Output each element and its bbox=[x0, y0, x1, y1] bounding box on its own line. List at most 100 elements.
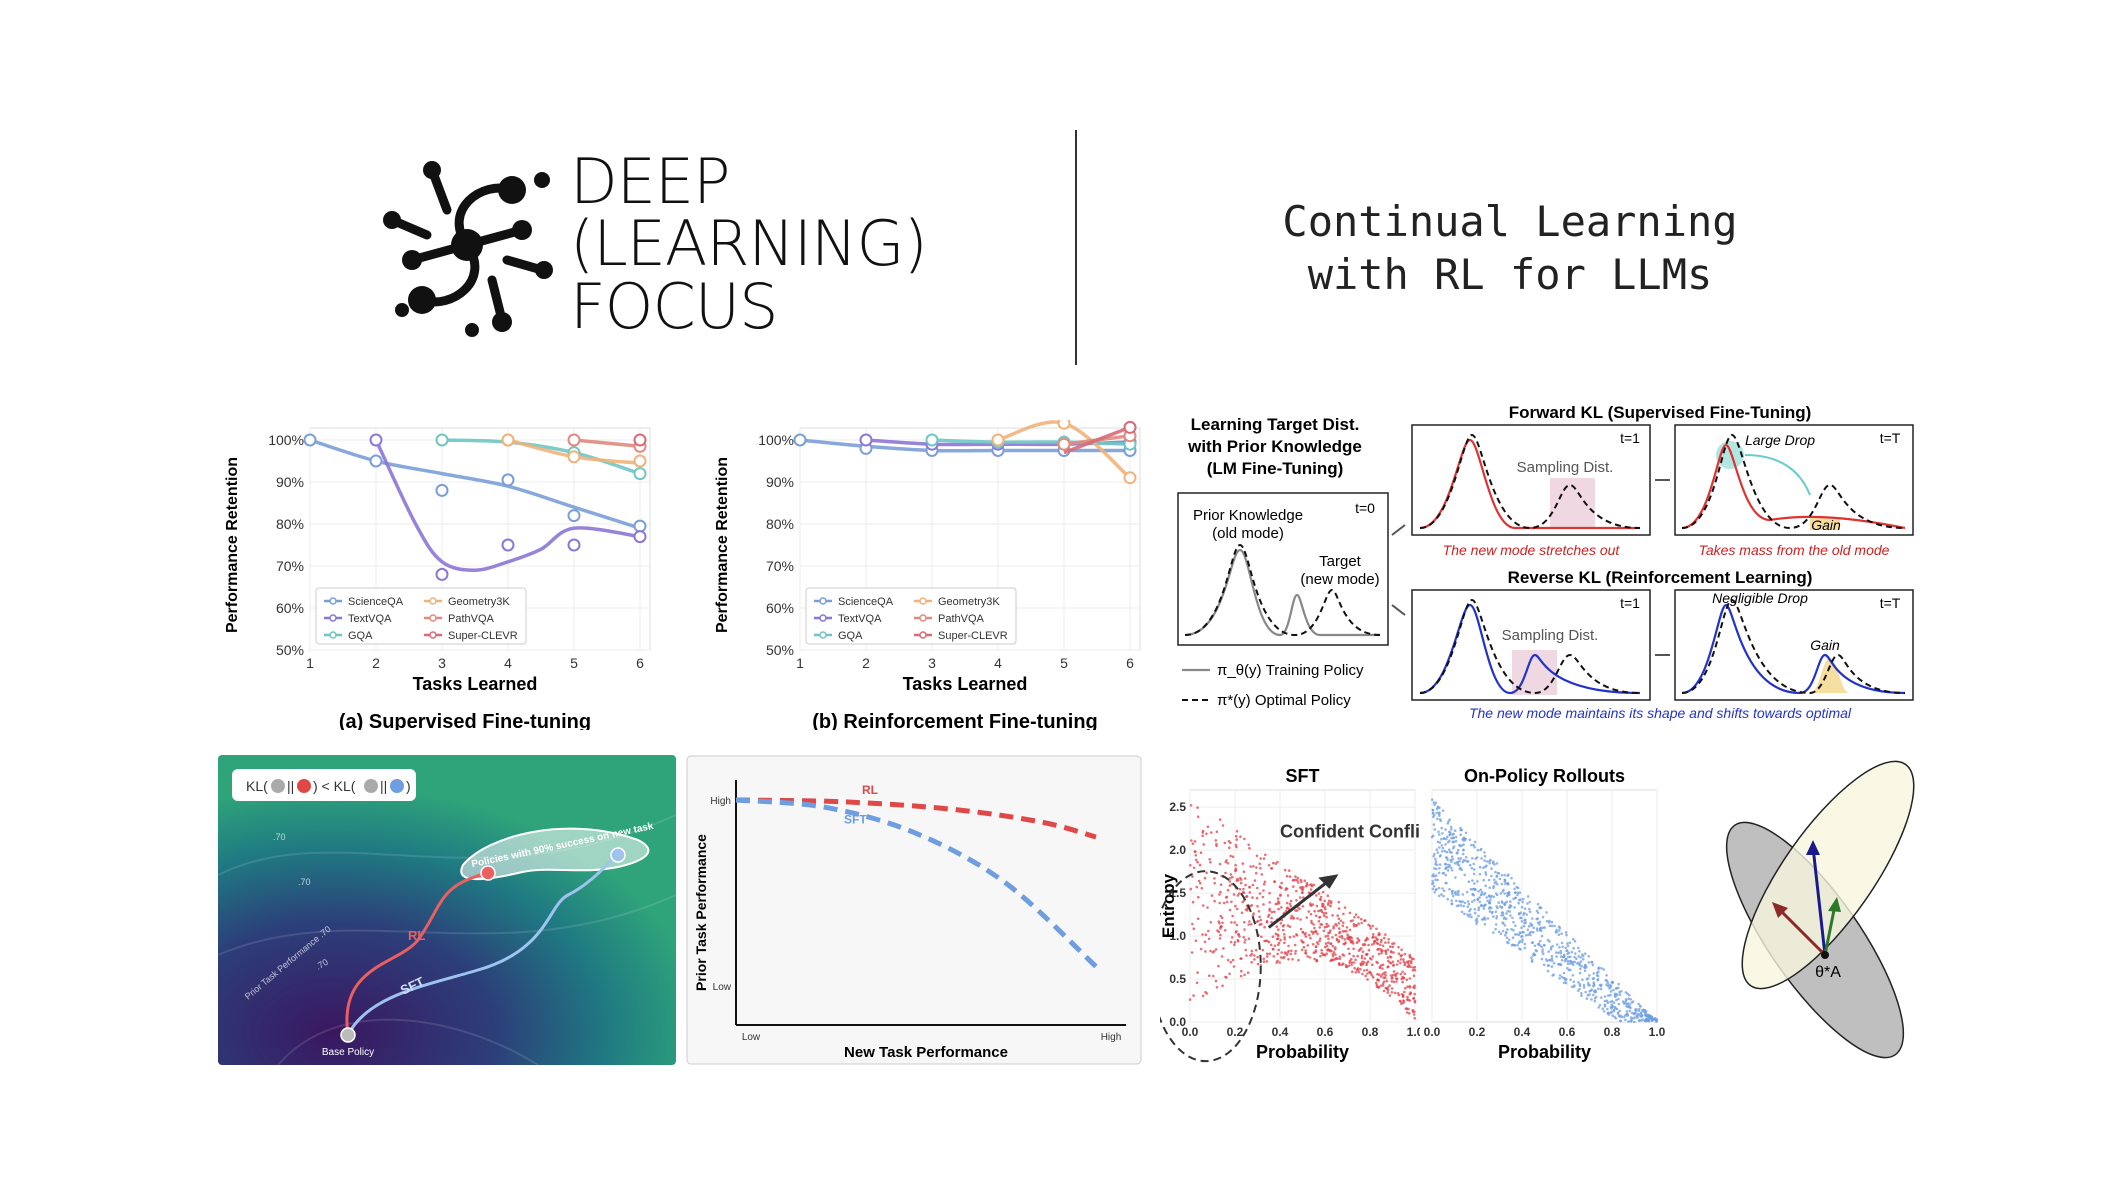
forward-sampling-label: Sampling Dist. bbox=[1517, 459, 1614, 476]
scatter-point bbox=[1488, 894, 1491, 898]
scatter-point bbox=[1479, 888, 1483, 892]
scatter-point bbox=[1484, 871, 1487, 874]
scatter-point bbox=[1573, 984, 1576, 987]
legend-label: ScienceQA bbox=[348, 596, 404, 608]
scatter-point bbox=[1592, 972, 1595, 975]
scatter-point bbox=[1389, 974, 1393, 977]
scatter-point bbox=[1321, 905, 1325, 908]
scatter-point bbox=[1438, 814, 1441, 817]
scatter-point bbox=[1518, 940, 1522, 943]
data-point-textvqa bbox=[501, 538, 515, 552]
scatter-point bbox=[1578, 950, 1581, 953]
scatter-point bbox=[1566, 967, 1569, 970]
scatter-point bbox=[1600, 996, 1603, 999]
data-point-geometry3k bbox=[633, 454, 647, 468]
scatter-point bbox=[1555, 943, 1559, 946]
scatter-point bbox=[1578, 971, 1582, 975]
scatter-point bbox=[1322, 929, 1326, 933]
scatter-point bbox=[1566, 942, 1569, 945]
scatter-point bbox=[1399, 972, 1403, 976]
scatter-point bbox=[1347, 947, 1350, 951]
scatter-point bbox=[1276, 943, 1280, 947]
scatter-point bbox=[1339, 919, 1343, 922]
scatter-point bbox=[1562, 971, 1566, 975]
scatter-point bbox=[1352, 922, 1356, 926]
legend-marker bbox=[329, 631, 337, 639]
scatter-point bbox=[1381, 967, 1384, 970]
scatter-point bbox=[1343, 906, 1347, 909]
scatter-point bbox=[1409, 991, 1412, 994]
legend-marker bbox=[819, 597, 827, 605]
scatter-point bbox=[1244, 938, 1247, 942]
scatter-point bbox=[1258, 923, 1262, 926]
landscape-bg bbox=[218, 755, 676, 1065]
data-point-scienceqa bbox=[435, 483, 449, 497]
scatter-point bbox=[1520, 940, 1524, 944]
scatter-point bbox=[1433, 867, 1436, 870]
y-tick-label: 80% bbox=[766, 516, 794, 532]
data-point-geometry3k bbox=[501, 433, 515, 447]
scatter-point bbox=[1639, 1005, 1642, 1008]
scatter-point bbox=[1337, 900, 1341, 904]
scatter-point bbox=[1314, 914, 1318, 918]
scatter-point bbox=[1366, 972, 1369, 975]
scatter-point bbox=[1455, 904, 1459, 908]
scatter-point bbox=[1309, 912, 1313, 916]
scatter-point bbox=[1310, 919, 1313, 923]
scatter-point bbox=[1256, 955, 1259, 959]
scatter-point bbox=[1566, 944, 1570, 948]
scatter-point bbox=[1407, 963, 1411, 967]
scatter-point bbox=[1597, 1006, 1600, 1009]
scatter-point bbox=[1628, 1009, 1631, 1013]
scatter-point bbox=[1490, 874, 1493, 878]
scatter-point bbox=[1432, 875, 1436, 878]
scatter-point bbox=[1340, 934, 1344, 938]
y-tick-label: 90% bbox=[766, 474, 794, 490]
scatter-point bbox=[1243, 920, 1246, 924]
scatter-point bbox=[1206, 906, 1209, 909]
scatter-point bbox=[1201, 834, 1204, 838]
scatter-point bbox=[1350, 961, 1354, 964]
y-tick-label: 80% bbox=[276, 516, 304, 532]
scatter-point bbox=[1507, 938, 1511, 942]
scatter-point bbox=[1510, 927, 1513, 931]
scatter-point bbox=[1346, 933, 1349, 937]
scatter-point bbox=[1459, 828, 1462, 832]
scatter-point bbox=[1461, 852, 1465, 856]
scatter-point bbox=[1538, 923, 1541, 926]
scatter-point bbox=[1438, 867, 1441, 870]
reverse-gain-region bbox=[1810, 658, 1850, 693]
scatter-point bbox=[1519, 911, 1522, 914]
x-tick-label: 0.0 bbox=[1182, 1025, 1199, 1039]
scatter-point bbox=[1478, 872, 1482, 876]
scatter-point bbox=[1510, 876, 1513, 880]
scatter-point bbox=[1230, 936, 1234, 939]
scatter-point bbox=[1493, 881, 1497, 885]
series-line-scienceqa bbox=[309, 438, 641, 530]
scatter-point bbox=[1250, 949, 1254, 953]
scatter-point bbox=[1347, 964, 1351, 968]
scatter-point bbox=[1239, 974, 1243, 978]
scatter-point bbox=[1495, 915, 1499, 918]
scatter-point bbox=[1446, 822, 1450, 825]
target-label: Target bbox=[1319, 553, 1362, 570]
scatter-point bbox=[1220, 955, 1224, 958]
scatter-point bbox=[1583, 952, 1587, 955]
series-line-gqa bbox=[441, 438, 641, 476]
scatter-point bbox=[1199, 851, 1203, 854]
scatter-point bbox=[1296, 876, 1300, 880]
scatter-point bbox=[1610, 1010, 1613, 1014]
plot-area bbox=[1431, 789, 1658, 1023]
scatter-point bbox=[1234, 843, 1238, 847]
scatter-point bbox=[1301, 931, 1305, 934]
scatter-point bbox=[1196, 815, 1200, 818]
scatter-point bbox=[1523, 942, 1527, 946]
scatter-point bbox=[1445, 866, 1448, 869]
scatter-point bbox=[1370, 943, 1374, 946]
scatter-point bbox=[1558, 977, 1561, 980]
scatter-point bbox=[1613, 994, 1617, 997]
scatter-point bbox=[1248, 886, 1251, 889]
scatter-point bbox=[1437, 894, 1441, 898]
scatter-point bbox=[1279, 922, 1283, 925]
scatter-point bbox=[1512, 920, 1515, 924]
